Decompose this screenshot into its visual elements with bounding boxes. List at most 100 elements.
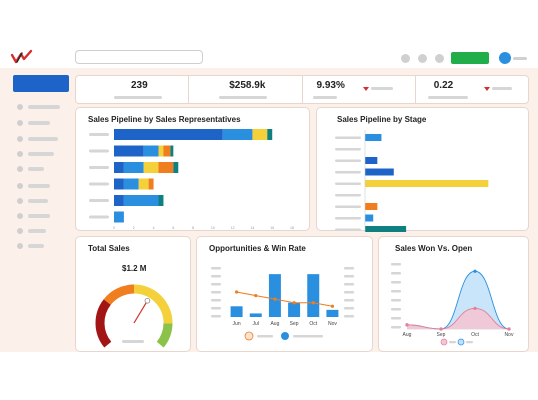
win-rate-point[interactable] <box>273 297 277 301</box>
bar-segment[interactable] <box>138 178 149 190</box>
legend-marker[interactable] <box>281 332 289 340</box>
bar-segment[interactable] <box>148 178 154 190</box>
bar-segment[interactable] <box>114 129 223 140</box>
sidebar-item-label[interactable] <box>28 137 58 141</box>
sidebar-item-icon[interactable] <box>17 151 23 157</box>
card-title: Sales Won Vs. Open <box>395 244 473 253</box>
legend-marker[interactable] <box>440 338 448 346</box>
bar-segment[interactable] <box>222 129 253 140</box>
search-input[interactable] <box>75 50 203 64</box>
bar-segment[interactable] <box>170 145 174 157</box>
area-point[interactable] <box>473 269 477 273</box>
settings-icon[interactable] <box>418 54 427 63</box>
rep-label-placeholder <box>89 133 109 136</box>
win-rate-point[interactable] <box>311 301 315 305</box>
y2-tick-placeholder <box>344 315 354 318</box>
bar-segment[interactable] <box>123 178 139 190</box>
y-tick-placeholder <box>391 308 401 311</box>
sidebar-item-icon[interactable] <box>17 228 23 234</box>
bar-segment[interactable] <box>158 195 164 206</box>
notification-icon[interactable] <box>401 54 410 63</box>
sidebar-item-label[interactable] <box>28 105 60 109</box>
sidebar-item-label[interactable] <box>28 121 50 125</box>
bar-segment[interactable] <box>158 162 174 173</box>
x-tick-label: 18 <box>290 226 294 230</box>
stage-bar[interactable] <box>365 157 378 164</box>
rep-label-placeholder <box>89 149 109 153</box>
sidebar-item-icon[interactable] <box>17 198 23 204</box>
sidebar-item-label[interactable] <box>28 244 44 248</box>
kpi-card-count: 239 <box>76 76 190 103</box>
bar-segment[interactable] <box>158 145 164 157</box>
kpi-value: $258.9k <box>229 80 266 91</box>
sidebar-item-label[interactable] <box>28 152 54 156</box>
stage-label-placeholder <box>335 194 361 197</box>
sidebar-item-label[interactable] <box>28 184 50 188</box>
bar-segment[interactable] <box>123 162 144 173</box>
opportunity-bar[interactable] <box>326 309 339 317</box>
sidebar-item-icon[interactable] <box>17 120 23 126</box>
stage-bar[interactable] <box>365 180 489 187</box>
bar-segment[interactable] <box>143 162 159 173</box>
opportunity-bar[interactable] <box>307 274 320 317</box>
opportunity-bar[interactable] <box>230 306 243 317</box>
opportunity-bar[interactable] <box>268 274 281 317</box>
gauge-needle <box>133 300 148 324</box>
win-rate-point[interactable] <box>292 301 296 305</box>
sidebar-item-label[interactable] <box>28 229 46 233</box>
stage-bar[interactable] <box>365 168 394 176</box>
x-tick-label: Aug <box>403 332 412 338</box>
win-rate-point[interactable] <box>330 304 335 308</box>
sidebar-item-label[interactable] <box>28 214 50 218</box>
area-point[interactable] <box>405 323 409 327</box>
area-point[interactable] <box>507 327 511 331</box>
card-title: Opportunities & Win Rate <box>209 244 306 253</box>
bar-segment[interactable] <box>143 145 159 157</box>
gauge-chart <box>95 284 173 348</box>
y2-tick-placeholder <box>344 299 354 302</box>
help-icon[interactable] <box>435 54 444 63</box>
sidebar-item-label[interactable] <box>28 167 44 171</box>
stage-bar[interactable] <box>365 203 378 210</box>
bar-segment[interactable] <box>114 145 144 157</box>
pipeline-reps-chart: 0 2 4 6 8 10 12 14 16 18 <box>89 129 294 230</box>
bar-segment[interactable] <box>173 162 179 173</box>
action-button[interactable] <box>451 52 489 64</box>
sidebar-item-icon[interactable] <box>17 136 23 142</box>
legend-marker[interactable] <box>457 338 465 346</box>
y-tick-placeholder <box>391 290 401 293</box>
legend-label-placeholder <box>257 335 273 338</box>
bar-segment[interactable] <box>123 195 159 206</box>
stage-label-placeholder <box>335 159 361 162</box>
area-point[interactable] <box>439 327 443 331</box>
checkmark-logo-icon[interactable] <box>10 49 34 65</box>
sidebar-item-active[interactable] <box>13 75 69 92</box>
bar-segment[interactable] <box>114 211 124 223</box>
kpi-card-ratio: 0.22 <box>416 76 528 103</box>
stage-bar[interactable] <box>365 134 382 141</box>
win-rate-point[interactable] <box>254 293 258 298</box>
sidebar-item-icon[interactable] <box>17 166 23 172</box>
sidebar-item-icon[interactable] <box>17 213 23 219</box>
bar-segment[interactable] <box>267 129 273 140</box>
bar-segment[interactable] <box>163 145 171 157</box>
bar-segment[interactable] <box>114 178 124 190</box>
bar-segment[interactable] <box>114 162 124 173</box>
bar-segment[interactable] <box>252 129 268 140</box>
total-sales-value: $1.2 M <box>122 264 147 273</box>
kpi-label-placeholder <box>427 96 468 99</box>
sidebar-item-icon[interactable] <box>17 183 23 189</box>
sidebar-item-label[interactable] <box>28 199 48 203</box>
win-rate-point[interactable] <box>234 290 239 294</box>
legend-marker[interactable] <box>244 331 254 341</box>
stage-bar[interactable] <box>365 214 374 222</box>
opportunity-bar[interactable] <box>249 313 262 317</box>
kpi-value: 239 <box>131 80 148 91</box>
sidebar-item-icon[interactable] <box>17 104 23 110</box>
sidebar-item-icon[interactable] <box>17 243 23 249</box>
user-avatar-icon[interactable] <box>499 52 511 64</box>
area-point[interactable] <box>473 306 477 310</box>
stage-bar[interactable] <box>365 226 407 232</box>
bar-segment[interactable] <box>114 195 124 206</box>
opportunity-bar[interactable] <box>288 302 301 317</box>
